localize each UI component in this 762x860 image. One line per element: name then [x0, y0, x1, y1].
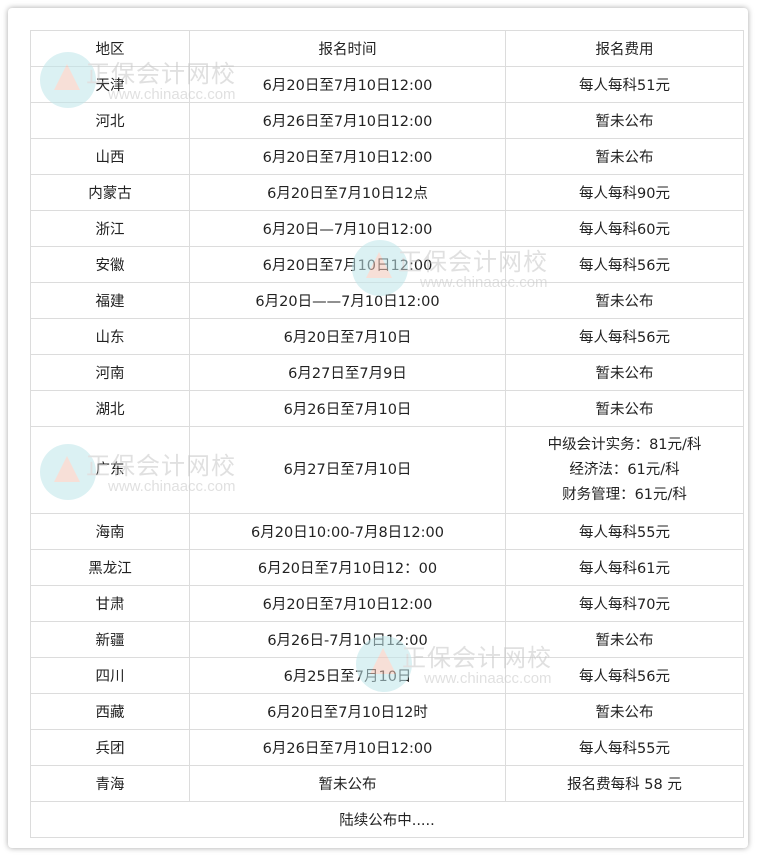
time-cell: 6月26日至7月10日: [189, 390, 506, 427]
time-cell: 6月26日至7月10日12:00: [189, 102, 506, 139]
region-cell: 福建: [30, 282, 190, 319]
time-cell: 暂未公布: [189, 765, 506, 802]
footer-note: 陆续公布中.....: [30, 801, 744, 838]
region-cell: 湖北: [30, 390, 190, 427]
fee-cell: 每人每科56元: [505, 318, 744, 355]
table-row: 四川 6月25日至7月10日 每人每科56元: [30, 657, 744, 694]
header-row: 地区 报名时间 报名费用: [30, 30, 744, 67]
table-row: 天津 6月20日至7月10日12:00 每人每科51元: [30, 66, 744, 103]
table-row: 广东 6月27日至7月10日 中级会计实务：81元/科 经济法：61元/科 财务管理：6…: [30, 426, 744, 514]
fee-cell: 暂未公布: [505, 390, 744, 427]
fee-cell: 报名费用: [505, 30, 744, 67]
fee-cell: 每人每科56元: [505, 657, 744, 694]
time-cell: 6月27日至7月9日: [189, 354, 506, 391]
fee-cell: 中级会计实务：81元/科 经济法：61元/科 财务管理：61元/科: [505, 426, 744, 514]
region-cell: 河南: [30, 354, 190, 391]
table-row: 海南 6月20日10:00-7月8日12:00 每人每科55元: [30, 513, 744, 550]
region-cell: 天津: [30, 66, 190, 103]
region-cell: 兵团: [30, 729, 190, 766]
fee-cell: 每人每科70元: [505, 585, 744, 622]
time-cell: 6月20日——7月10日12:00: [189, 282, 506, 319]
time-cell: 6月27日至7月10日: [189, 426, 506, 514]
fee-cell: 暂未公布: [505, 138, 744, 175]
region-cell: 新疆: [30, 621, 190, 658]
table-row: 西藏 6月20日至7月10日12时 暂未公布: [30, 693, 744, 730]
fee-cell: 每人每科90元: [505, 174, 744, 211]
table-row: 河北 6月26日至7月10日12:00 暂未公布: [30, 102, 744, 139]
table-row: 新疆 6月26日-7月10日12:00 暂未公布: [30, 621, 744, 658]
time-cell: 6月20日10:00-7月8日12:00: [189, 513, 506, 550]
region-cell: 内蒙古: [30, 174, 190, 211]
time-cell: 6月20日至7月10日12点: [189, 174, 506, 211]
table-row: 安徽 6月20日至7月10日12:00 每人每科56元: [30, 246, 744, 283]
region-cell: 浙江: [30, 210, 190, 247]
table-row: 兵团 6月26日至7月10日12:00 每人每科55元: [30, 729, 744, 766]
table-row: 内蒙古 6月20日至7月10日12点 每人每科90元: [30, 174, 744, 211]
time-cell: 6月20日至7月10日12:00: [189, 66, 506, 103]
fee-cell: 暂未公布: [505, 621, 744, 658]
table-row: 福建 6月20日——7月10日12:00 暂未公布: [30, 282, 744, 319]
region-cell: 甘肃: [30, 585, 190, 622]
fee-cell: 暂未公布: [505, 282, 744, 319]
region-cell: 安徽: [30, 246, 190, 283]
fee-cell: 每人每科55元: [505, 729, 744, 766]
time-cell: 6月20日至7月10日12:00: [189, 246, 506, 283]
time-cell: 6月20日至7月10日12:00: [189, 585, 506, 622]
table-row: 山西 6月20日至7月10日12:00 暂未公布: [30, 138, 744, 175]
region-cell: 河北: [30, 102, 190, 139]
time-cell: 6月20日至7月10日: [189, 318, 506, 355]
time-cell: 6月26日-7月10日12:00: [189, 621, 506, 658]
table-row: 浙江 6月20日—7月10日12:00 每人每科60元: [30, 210, 744, 247]
fee-cell: 每人每科60元: [505, 210, 744, 247]
region-cell: 山东: [30, 318, 190, 355]
fee-cell: 暂未公布: [505, 102, 744, 139]
fee-cell: 每人每科51元: [505, 66, 744, 103]
footer-row: 陆续公布中.....: [30, 801, 744, 838]
region-cell: 黑龙江: [30, 549, 190, 586]
region-cell: 地区: [30, 30, 190, 67]
table-row: 黑龙江 6月20日至7月10日12：00 每人每科61元: [30, 549, 744, 586]
fee-cell: 报名费每科 58 元: [505, 765, 744, 802]
content-card: 地区 报名时间 报名费用 天津 6月20日至7月10日12:00 每人每科51元 河北 6月2…: [8, 8, 748, 848]
region-cell: 广东: [30, 426, 190, 514]
fee-cell: 暂未公布: [505, 693, 744, 730]
time-cell: 6月25日至7月10日: [189, 657, 506, 694]
region-cell: 西藏: [30, 693, 190, 730]
region-cell: 青海: [30, 765, 190, 802]
time-cell: 报名时间: [189, 30, 506, 67]
table-row: 山东 6月20日至7月10日 每人每科56元: [30, 318, 744, 355]
fee-cell: 暂未公布: [505, 354, 744, 391]
region-cell: 山西: [30, 138, 190, 175]
table-row: 湖北 6月26日至7月10日 暂未公布: [30, 390, 744, 427]
table-row: 甘肃 6月20日至7月10日12:00 每人每科70元: [30, 585, 744, 622]
time-cell: 6月20日至7月10日12：00: [189, 549, 506, 586]
fee-cell: 每人每科55元: [505, 513, 744, 550]
region-cell: 海南: [30, 513, 190, 550]
fee-cell: 每人每科61元: [505, 549, 744, 586]
registration-table: 地区 报名时间 报名费用 天津 6月20日至7月10日12:00 每人每科51元 河北 6月2…: [30, 30, 744, 838]
time-cell: 6月26日至7月10日12:00: [189, 729, 506, 766]
fee-line: 中级会计实务：81元/科: [547, 436, 702, 453]
time-cell: 6月20日—7月10日12:00: [189, 210, 506, 247]
table-row: 青海 暂未公布 报名费每科 58 元: [30, 765, 744, 802]
fee-line: 财务管理：61元/科: [562, 486, 687, 503]
region-cell: 四川: [30, 657, 190, 694]
time-cell: 6月20日至7月10日12时: [189, 693, 506, 730]
time-cell: 6月20日至7月10日12:00: [189, 138, 506, 175]
table-row: 河南 6月27日至7月9日 暂未公布: [30, 354, 744, 391]
fee-cell: 每人每科56元: [505, 246, 744, 283]
fee-line: 经济法：61元/科: [569, 461, 680, 478]
